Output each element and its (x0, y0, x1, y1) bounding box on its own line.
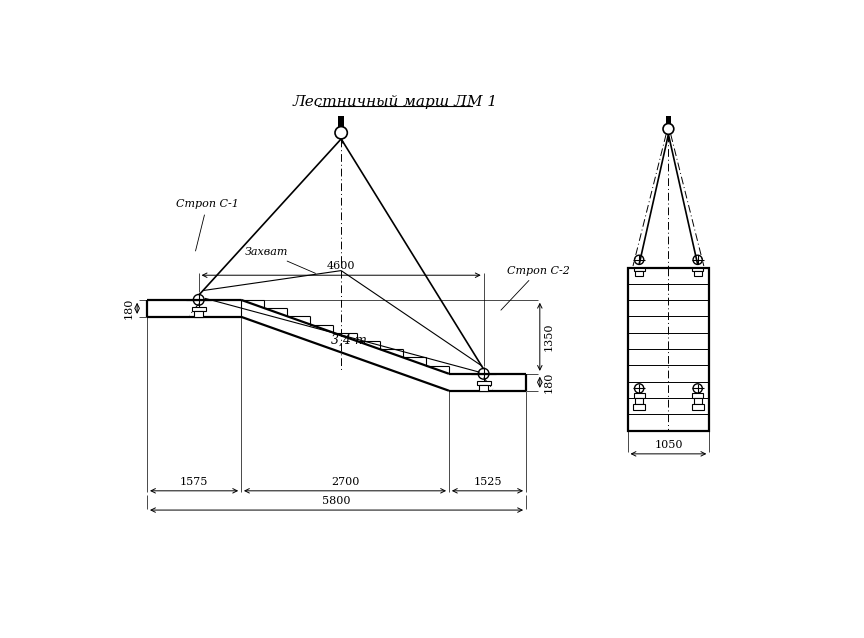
Bar (634, 393, 645, 397)
Text: 1050: 1050 (654, 440, 683, 450)
Bar (192, 307, 206, 311)
Text: 4600: 4600 (327, 262, 355, 271)
Bar (338, 116, 344, 126)
Text: Строп С-2: Строп С-2 (501, 265, 569, 310)
Text: 3,4 т: 3,4 т (331, 334, 367, 347)
Bar (635, 271, 643, 276)
Bar (666, 116, 670, 124)
Bar (633, 404, 645, 410)
Text: 2700: 2700 (331, 477, 359, 487)
Text: 1575: 1575 (180, 477, 208, 487)
Bar (477, 381, 491, 385)
Bar (479, 385, 488, 390)
Text: Лестничный марш ЛМ 1: Лестничный марш ЛМ 1 (293, 95, 498, 109)
Text: 180: 180 (543, 371, 554, 393)
Text: 5800: 5800 (322, 496, 351, 506)
Text: 180: 180 (124, 298, 133, 319)
Bar (627, 267, 709, 431)
Bar (634, 267, 645, 271)
Text: 1350: 1350 (543, 323, 554, 351)
Bar (694, 271, 702, 276)
Bar (694, 397, 702, 404)
Text: Захват: Захват (245, 247, 315, 273)
Bar (194, 311, 203, 317)
Text: Строп С-1: Строп С-1 (175, 200, 238, 251)
Text: 1525: 1525 (473, 477, 502, 487)
Bar (692, 393, 703, 397)
Bar (691, 404, 704, 410)
Bar (692, 267, 703, 271)
Bar (635, 397, 643, 404)
